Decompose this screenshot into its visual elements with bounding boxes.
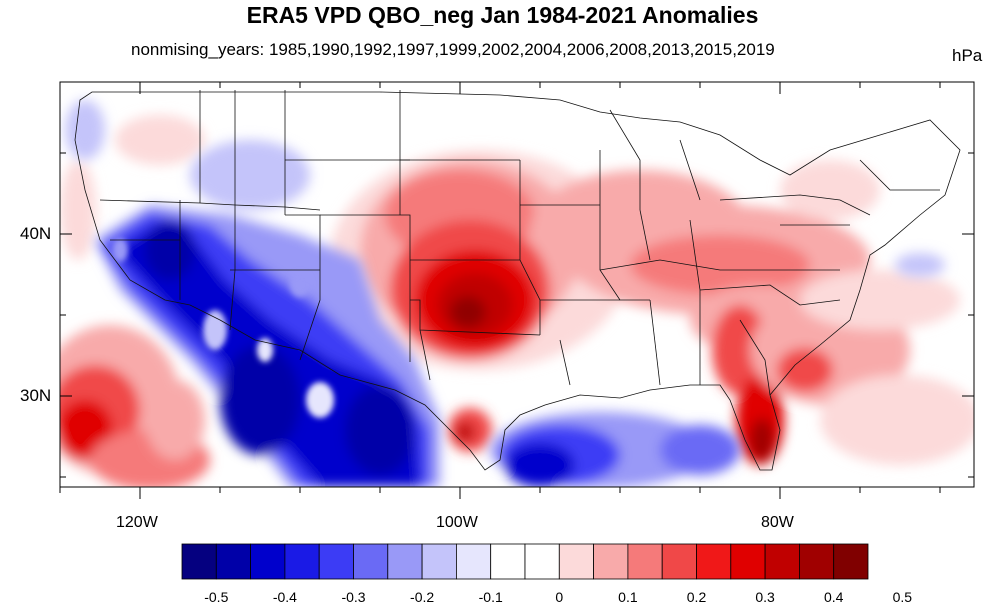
lon-label-120w: 120W <box>116 514 158 531</box>
colorbar-swatch <box>181 543 217 580</box>
colorbar-tick-label: -0.2 <box>410 589 435 605</box>
colorbar-tick-label: -0.1 <box>478 589 503 605</box>
colorbar-tick-label: -0.3 <box>341 589 366 605</box>
colorbar-swatch <box>524 543 560 580</box>
anomaly-field <box>60 82 974 487</box>
map-title: ERA5 VPD QBO_neg Jan 1984-2021 Anomalies <box>246 2 759 28</box>
colorbar-swatch <box>455 543 492 580</box>
colorbar <box>181 543 869 580</box>
colorbar-swatch <box>764 543 800 580</box>
colorbar-tick-label: 0.5 <box>892 589 913 605</box>
colorbar-swatch <box>627 543 663 580</box>
colorbar-swatch <box>730 543 766 580</box>
lat-label-40n: 40N <box>20 224 52 243</box>
colorbar-tick-label: 0 <box>555 589 564 605</box>
colorbar-tick-label: -0.4 <box>272 589 297 605</box>
state-boundaries <box>74 90 961 471</box>
anomaly-detail <box>112 238 334 418</box>
lon-label-100w: 100W <box>436 514 478 531</box>
colorbar-swatch <box>353 543 389 580</box>
colorbar-swatch <box>387 543 423 580</box>
colorbar-tick-label: 0.3 <box>755 589 775 605</box>
colorbar-swatch <box>696 543 732 580</box>
colorbar-swatch <box>318 543 354 580</box>
units-label: hPa <box>952 46 983 65</box>
colorbar-swatch <box>490 543 526 580</box>
colorbar-swatch <box>215 543 252 580</box>
colorbar-swatch <box>558 543 594 580</box>
lat-label-30n: 30N <box>20 386 52 405</box>
colorbar-swatch <box>250 543 286 580</box>
lon-label-80w: 80W <box>761 514 794 531</box>
colorbar-tick-label: 0.4 <box>823 589 844 605</box>
map-frame <box>59 81 975 488</box>
colorbar-tick-label: -0.5 <box>204 589 229 605</box>
colorbar-swatch <box>799 543 835 580</box>
colorbar-swatch <box>661 543 697 580</box>
map-subtitle: nonmising_years: 1985,1990,1992,1997,199… <box>131 40 775 59</box>
axis-ticks <box>59 82 974 499</box>
colorbar-tick-label: 0.1 <box>618 589 638 605</box>
colorbar-swatch <box>833 543 869 580</box>
colorbar-tick-label: 0.2 <box>686 589 707 605</box>
colorbar-swatch <box>421 543 457 580</box>
colorbar-swatch <box>593 543 629 580</box>
colorbar-swatch <box>284 543 320 580</box>
